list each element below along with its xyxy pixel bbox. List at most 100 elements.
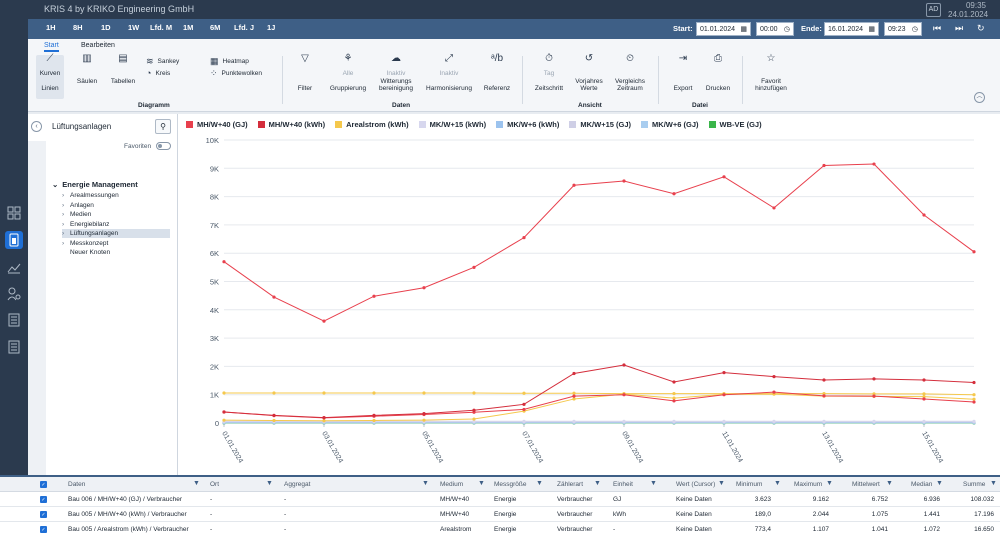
collapse-ribbon-icon[interactable]: ︿ (974, 92, 985, 103)
filter-icon[interactable]: ▼ (266, 480, 273, 487)
export-button[interactable]: ⇥ Export (668, 54, 698, 99)
filter-icon: ▽ (301, 53, 309, 64)
chart-icon[interactable] (5, 259, 23, 277)
saeulen-button[interactable]: ▥ Säulen (72, 54, 102, 99)
back-icon[interactable]: ‹ (31, 121, 42, 132)
column-header[interactable]: Mittelwert (852, 481, 880, 488)
favoriten-toggle[interactable] (156, 142, 171, 150)
kreis-button[interactable]: ◔ Kreis (146, 68, 170, 78)
vorjahres-button[interactable]: ↺ Vorjahres Werte (571, 54, 607, 99)
range-8h-button[interactable]: 8H (73, 23, 83, 32)
column-header[interactable]: Ort (210, 481, 220, 488)
row-checkbox[interactable]: ✓ (40, 526, 47, 533)
tree-item-medien[interactable]: › Medien (62, 210, 170, 219)
filter-button[interactable]: ▽ Filter (290, 53, 320, 99)
user-avatar[interactable]: AD (926, 3, 941, 17)
referenz-button[interactable]: ᵃ/b Referenz (480, 54, 514, 99)
tree-item-anlagen[interactable]: › Anlagen (62, 201, 170, 210)
witterung-button[interactable]: ☁ Inaktiv Witterungs bereinigung (374, 54, 418, 99)
filter-icon[interactable]: ▼ (886, 480, 893, 487)
table-row[interactable]: ✓ Bau 005 / MH/W+40 (kWh) / Verbraucher - -… (0, 507, 1000, 522)
row-checkbox[interactable]: ✓ (40, 511, 47, 518)
legend-item[interactable]: Arealstrom (kWh) (335, 118, 409, 130)
tree-item-neuer-knoten[interactable]: Neuer Knoten (62, 248, 170, 257)
dashboard-grid-icon[interactable] (5, 204, 23, 222)
end-date-input[interactable]: 16.01.2024 ▦ (824, 22, 879, 36)
end-time-input[interactable]: 09:23 ◷ (884, 22, 922, 36)
search-icon[interactable]: ⚲ (155, 119, 171, 134)
filter-icon[interactable]: ▼ (936, 480, 943, 487)
range-6m-button[interactable]: 6M (210, 23, 221, 32)
range-lfd-j-button[interactable]: Lfd. J (234, 23, 254, 32)
table-row[interactable]: ✓ Bau 006 / MH/W+40 (GJ) / Verbraucher - - M… (0, 492, 1000, 507)
filter-icon[interactable]: ▼ (422, 480, 429, 487)
skip-forward-icon[interactable]: ⏭ (955, 23, 964, 33)
drucken-button[interactable]: ⎙ Drucken (702, 54, 734, 99)
column-header[interactable]: Minimum (736, 481, 763, 488)
range-1m-button[interactable]: 1M (183, 23, 194, 32)
column-header[interactable]: Daten (68, 481, 86, 488)
filter-icon[interactable]: ▼ (478, 480, 485, 487)
filter-icon[interactable]: ▼ (718, 480, 725, 487)
column-header[interactable]: Medium (440, 481, 464, 488)
column-header[interactable]: Messgröße (494, 481, 527, 488)
gruppierung-button[interactable]: ⚘ Alle Gruppierung (326, 54, 370, 99)
filter-icon[interactable]: ▼ (990, 480, 997, 487)
skip-back-icon[interactable]: ⏮ (933, 23, 942, 33)
line-chart[interactable]: 0 1K 2K 3K 4K 5K 6K 7K 8K 9K 10K 01.01.2024 03.01.20… (178, 114, 1000, 475)
column-header[interactable]: Summe (963, 481, 986, 488)
column-header[interactable]: Zählerart (557, 481, 584, 488)
table-row[interactable]: ✓ Bau 005 / Arealstrom (kWh) / Verbrauche… (0, 522, 1000, 535)
select-all-checkbox[interactable]: ✓ (40, 481, 47, 488)
column-header[interactable]: Wert (Cursor) (676, 481, 716, 488)
harmonisierung-button[interactable]: ⤢ Inaktiv Harmonisierung (424, 54, 474, 99)
kurven-linien-button[interactable]: ⟋ Kurven Linien (36, 54, 64, 99)
tree-item-arealmessungen[interactable]: › Arealmessungen (62, 191, 170, 200)
range-1j-button[interactable]: 1J (267, 23, 276, 32)
column-header[interactable]: Maximum (794, 481, 823, 488)
column-header[interactable]: Einheit (613, 481, 633, 488)
legend-item[interactable]: MK/W+15 (kWh) (418, 118, 486, 130)
witterung-label: Witterungs bereinigung (379, 77, 413, 93)
tab-bearbeiten[interactable]: Bearbeiten (81, 42, 115, 49)
start-date-input[interactable]: 01.01.2024 ▦ (696, 22, 751, 36)
start-time-input[interactable]: 00:00 ◷ (756, 22, 794, 36)
zeitschritt-button[interactable]: ⏱ Tag Zeitschritt (530, 54, 568, 99)
heatmap-button[interactable]: ▦ Heatmap (210, 56, 249, 67)
user-settings-icon[interactable] (5, 285, 23, 303)
document-icon[interactable] (5, 338, 23, 356)
column-header[interactable]: Median (911, 481, 933, 488)
tabellen-button[interactable]: ▤ Tabellen (106, 54, 140, 99)
range-1d-button[interactable]: 1D (101, 23, 111, 32)
tree-item-energiebilanz[interactable]: › Energiebilanz (62, 220, 170, 229)
filter-icon[interactable]: ▼ (650, 480, 657, 487)
tree-root[interactable]: ⌄ Energie Management (52, 180, 138, 189)
legend-item[interactable]: MK/W+6 (kWh) (496, 118, 559, 130)
column-header[interactable]: Aggregat (284, 481, 311, 488)
legend-item[interactable]: MH/W+40 (kWh) (257, 118, 325, 130)
favorit-button[interactable]: ☆ Favorit hinzufügen (750, 54, 792, 99)
filter-icon[interactable]: ▼ (193, 480, 200, 487)
vergleich-button[interactable]: ⏲ Vergleichs Zeitraum (610, 54, 650, 99)
meter-icon[interactable] (5, 231, 23, 249)
legend-item[interactable]: MH/W+40 (GJ) (186, 118, 248, 130)
range-lfd-m-button[interactable]: Lfd. M (150, 23, 173, 32)
refresh-icon[interactable]: ↻ (977, 23, 985, 33)
filter-icon[interactable]: ▼ (536, 480, 543, 487)
punktewolken-button[interactable]: ⁘ Punktewolken (210, 68, 262, 79)
filter-icon[interactable]: ▼ (826, 480, 833, 487)
filter-icon[interactable]: ▼ (774, 480, 781, 487)
y-tick-label: 2K (210, 362, 219, 371)
legend-item[interactable]: MK/W+6 (GJ) (641, 118, 699, 130)
filter-icon[interactable]: ▼ (594, 480, 601, 487)
legend-item[interactable]: WB-VE (GJ) (708, 118, 762, 130)
range-1w-button[interactable]: 1W (128, 23, 140, 32)
legend-item[interactable]: MK/W+15 (GJ) (569, 118, 631, 130)
tree-item-messkonzept[interactable]: › Messkonzept (62, 239, 170, 248)
tab-start[interactable]: Start (44, 42, 59, 52)
row-checkbox[interactable]: ✓ (40, 496, 47, 503)
tree-item-lueftungsanlagen[interactable]: › Lüftungsanlagen (62, 229, 170, 238)
report-icon[interactable] (5, 311, 23, 329)
sankey-button[interactable]: ≋ Sankey (146, 56, 179, 67)
range-1h-button[interactable]: 1H (46, 23, 56, 32)
